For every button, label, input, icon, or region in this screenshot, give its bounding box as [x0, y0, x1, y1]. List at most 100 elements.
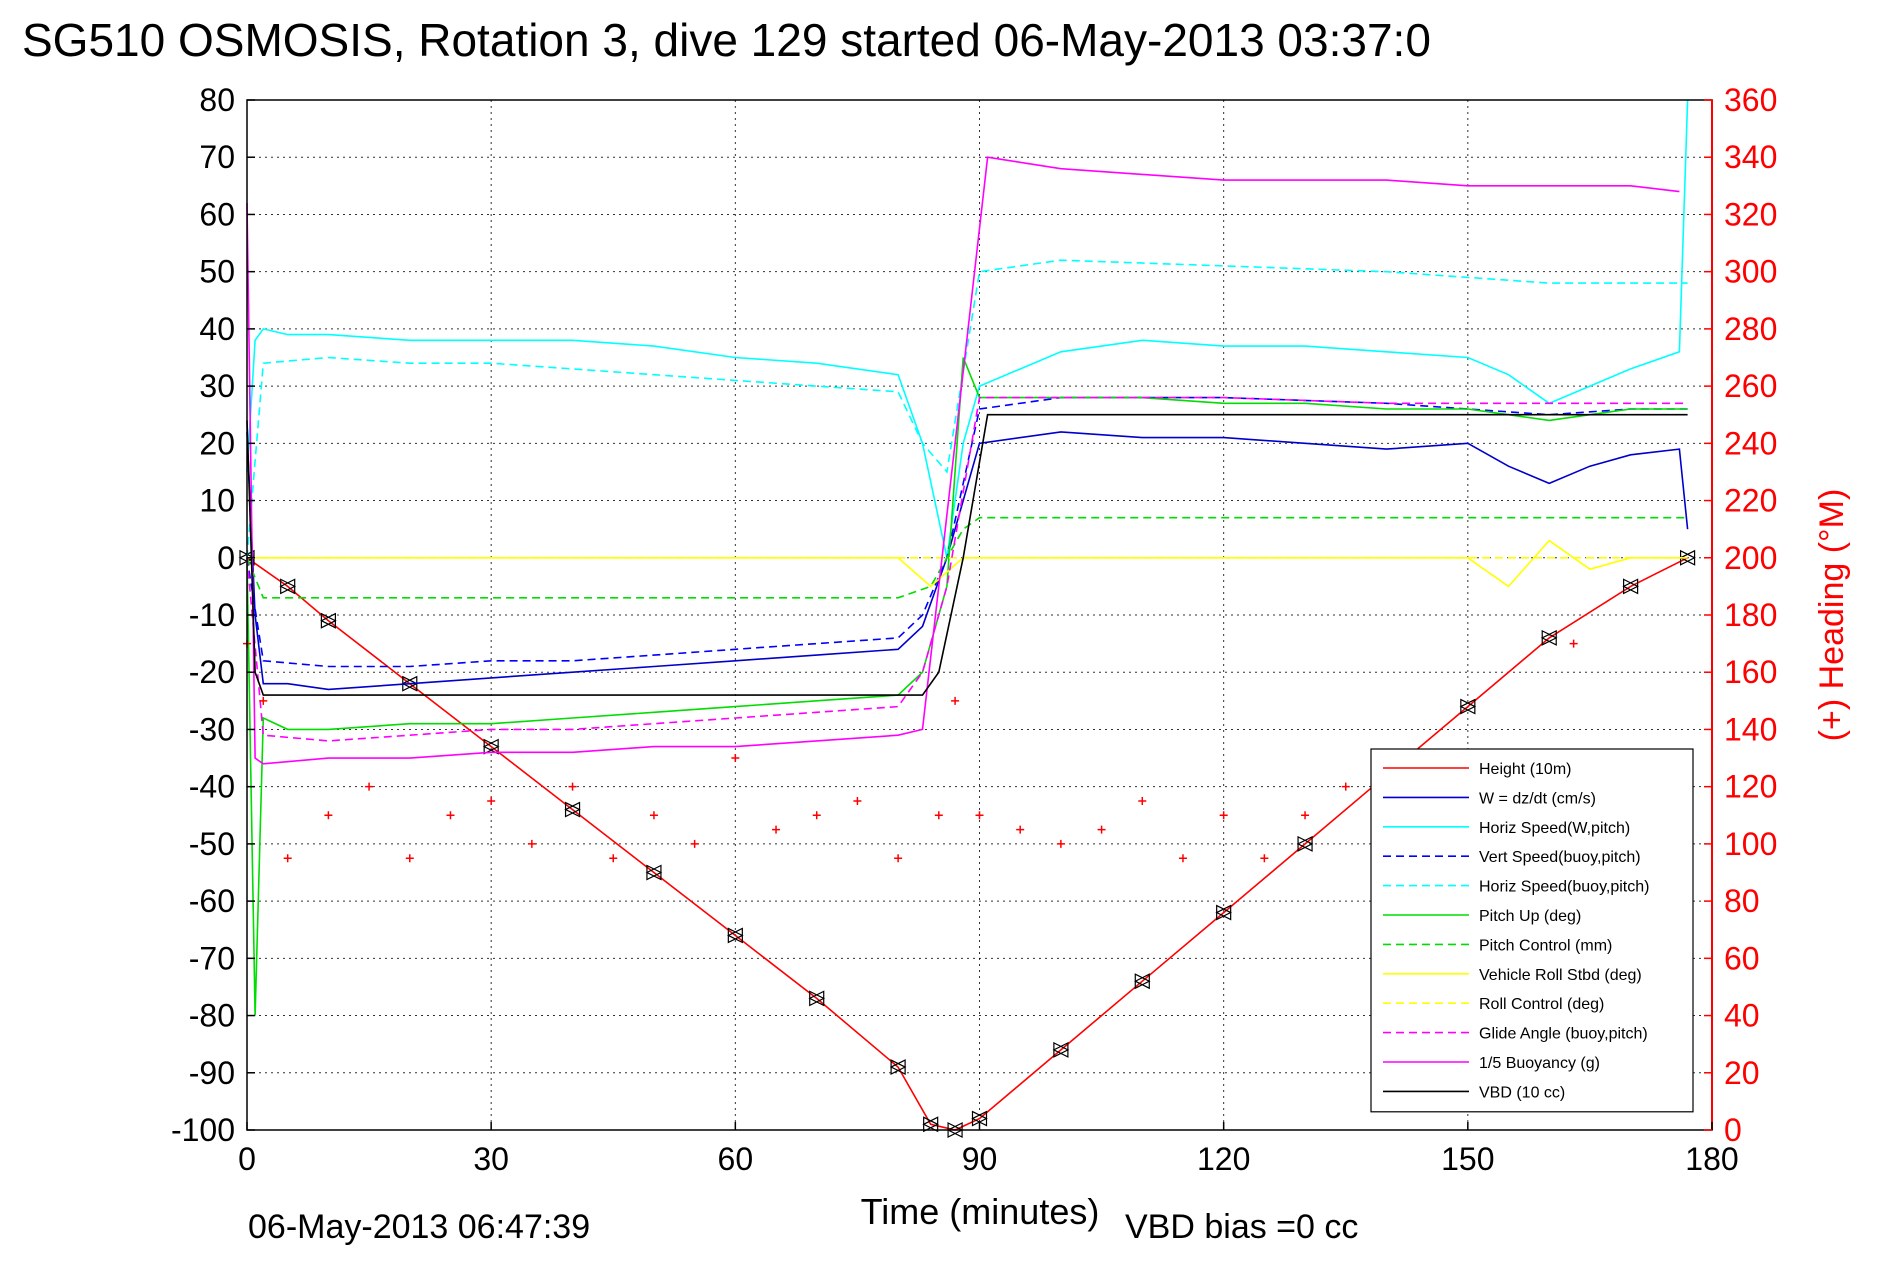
heading-point: [772, 825, 781, 834]
heading-point: [690, 839, 699, 848]
series-line: [246, 516, 1688, 599]
right-tick-label: 280: [1724, 311, 1777, 347]
heading-point: [568, 782, 577, 791]
series-line: [246, 99, 1689, 558]
heading-point: [1016, 825, 1025, 834]
y-tick-label: -80: [189, 998, 235, 1034]
series-4: [246, 259, 1688, 558]
right-tick-label: 160: [1724, 654, 1777, 690]
series-2: [246, 99, 1689, 558]
heading-point: [812, 811, 821, 820]
heading-point: [1097, 825, 1106, 834]
legend-label: Roll Control (deg): [1479, 996, 1604, 1013]
series-line: [246, 396, 1688, 668]
heading-point: [649, 811, 658, 820]
legend-box: [1370, 748, 1694, 1113]
height-point: [279, 578, 297, 595]
height-point: [1459, 698, 1477, 715]
heading-point: [934, 811, 943, 820]
y-tick-label: -20: [189, 654, 235, 690]
y-tick-label: -90: [189, 1055, 235, 1091]
heading-point: [1056, 839, 1065, 848]
series-3: [246, 396, 1688, 668]
series-5: [246, 357, 1688, 1016]
right-tick-label: 60: [1724, 940, 1760, 976]
heading-point: [1219, 811, 1228, 820]
right-tick-label: 220: [1724, 483, 1777, 519]
heading-point: [609, 854, 618, 863]
legend-label: 1/5 Buoyancy (g): [1479, 1055, 1600, 1072]
right-tick-label: 360: [1724, 82, 1777, 118]
right-tick-label: 180: [1724, 597, 1777, 633]
legend-label: Pitch Up (deg): [1479, 908, 1581, 925]
footer-vbd-bias: VBD bias =0 cc: [1125, 1208, 1358, 1246]
right-tick-label: 340: [1724, 139, 1777, 175]
heading-point: [731, 754, 740, 763]
legend-label: Glide Angle (buoy,pitch): [1479, 1026, 1648, 1043]
heading-point: [1569, 639, 1578, 648]
heading-point: [853, 796, 862, 805]
height-point: [645, 864, 663, 881]
right-tick-label: 140: [1724, 711, 1777, 747]
y-tick-label: 80: [199, 82, 235, 118]
heading-point: [1178, 854, 1187, 863]
legend-label: Vert Speed(buoy,pitch): [1479, 849, 1641, 866]
height-point: [808, 990, 826, 1007]
heading-point: [894, 854, 903, 863]
y-tick-label: -30: [189, 711, 235, 747]
series-11: [246, 413, 1688, 696]
heading-point: [259, 696, 268, 705]
height-point: [922, 1116, 940, 1133]
right-axis-label: (+) Heading (°M): [1813, 489, 1851, 742]
height-point: [1133, 973, 1151, 990]
legend-label: Vehicle Roll Stbd (deg): [1479, 967, 1642, 984]
height-point: [320, 612, 337, 629]
right-tick-label: 240: [1724, 425, 1777, 461]
series-line: [246, 396, 1688, 742]
series-6: [246, 516, 1688, 599]
y-tick-label: -50: [189, 826, 235, 862]
height-point: [1215, 904, 1233, 921]
right-tick-label: 260: [1724, 368, 1777, 404]
series-9: [246, 396, 1688, 742]
series-line: [246, 557, 1688, 1131]
y-tick-label: -60: [189, 883, 235, 919]
heading-point: [446, 811, 455, 820]
footer-timestamp: 06-May-2013 06:47:39: [248, 1208, 590, 1246]
y-tick-label: 40: [199, 311, 235, 347]
heading-point: [405, 854, 414, 863]
y-tick-label: -40: [189, 769, 235, 805]
right-tick-label: 120: [1724, 769, 1777, 805]
x-tick-label: 0: [238, 1141, 256, 1177]
height-point: [1052, 1041, 1070, 1058]
x-tick-label: 150: [1441, 1141, 1494, 1177]
height-point: [1540, 629, 1558, 646]
x-tick-label: 30: [473, 1141, 509, 1177]
right-tick-label: 40: [1724, 998, 1760, 1034]
x-tick-label: 180: [1685, 1141, 1738, 1177]
right-tick-label: 320: [1724, 196, 1777, 232]
heading-point: [951, 696, 960, 705]
y-tick-label: -100: [171, 1112, 235, 1148]
chart-title: SG510 OSMOSIS, Rotation 3, dive 129 star…: [22, 14, 1431, 66]
heading-point: [1138, 796, 1147, 805]
heading-point: [324, 811, 333, 820]
legend-label: Horiz Speed(buoy,pitch): [1479, 879, 1649, 896]
right-tick-label: 100: [1724, 826, 1777, 862]
legend-label: Height (10m): [1479, 761, 1571, 778]
height-point: [1622, 578, 1639, 595]
heading-point: [527, 839, 536, 848]
legend-label: Horiz Speed(W,pitch): [1479, 820, 1630, 837]
heading-point: [1260, 854, 1269, 863]
right-tick-label: 0: [1724, 1112, 1742, 1148]
series-1: [246, 431, 1689, 691]
height-point: [482, 738, 500, 755]
right-tick-label: 80: [1724, 883, 1760, 919]
y-tick-label: 70: [199, 139, 235, 175]
y-tick-label: -70: [189, 940, 235, 976]
legend-label: Pitch Control (mm): [1479, 937, 1612, 954]
right-tick-label: 300: [1724, 254, 1777, 290]
x-tick-label: 60: [718, 1141, 754, 1177]
heading-point: [975, 811, 984, 820]
